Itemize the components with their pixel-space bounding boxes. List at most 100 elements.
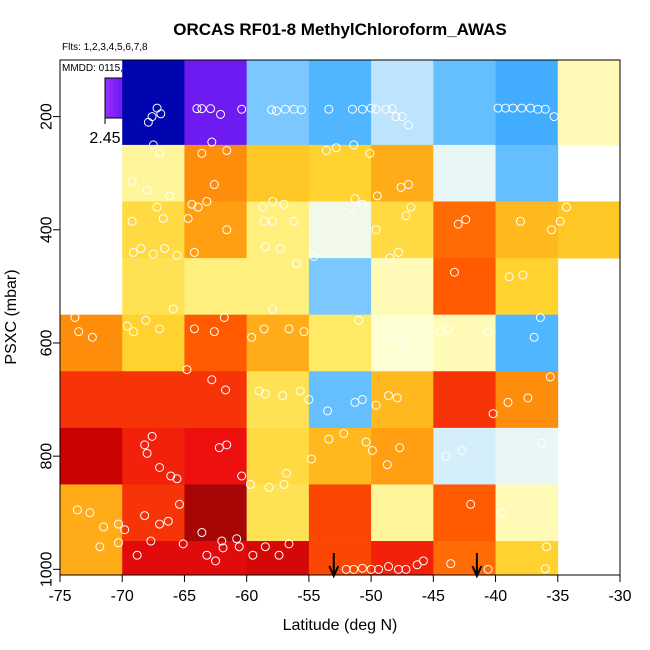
observation-point [385,253,395,263]
observation-point [192,104,202,114]
observation-point [449,267,459,277]
y-tick-label: 600 [39,330,56,357]
observation-point [260,542,270,552]
y-tick-label: 200 [39,103,56,130]
x-tick-label: -75 [48,588,71,605]
observation-point [349,140,359,150]
observation-point [120,525,130,535]
heatmap-cell [433,427,496,485]
observation-point [393,564,403,574]
observation-point [182,365,192,375]
observation-point [537,438,547,448]
heatmap-cell [495,144,559,202]
observation-point [281,468,291,478]
heatmap-cell [495,60,559,146]
heatmap-cell [308,258,372,316]
observation-point [508,103,518,113]
heatmap-cell [60,484,123,542]
observation-point [202,196,212,206]
observation-point [374,564,384,574]
observation-point [128,247,138,257]
heatmap-cell [122,201,185,259]
heatmap-cell [371,201,434,259]
observation-point [216,109,226,119]
observation-point [371,225,381,235]
heatmap-cell [308,60,372,146]
observation-point [296,105,306,115]
observation-point [143,117,153,127]
x-tick-label: -55 [297,588,320,605]
observation-point [372,191,382,201]
heatmap-cell [184,427,248,485]
observation-point [347,104,357,114]
observation-point [386,332,396,342]
observation-point [398,338,408,348]
observation-point [504,272,514,282]
observation-point [540,564,550,574]
colorbar-swatch [113,78,119,118]
observation-point [483,327,493,337]
observation-point [284,324,294,334]
observation-point [211,556,221,566]
observation-point [147,431,157,441]
observation-point [441,451,451,461]
observation-point [146,536,156,546]
x-tick-label: -60 [235,588,258,605]
heatmap-cell [122,60,185,146]
observation-point [549,112,559,122]
observation-point [160,243,170,253]
heatmap-cell [122,427,185,485]
y-tick-label: 400 [39,216,56,243]
x-tick-label: -40 [484,588,507,605]
x-tick-label: -70 [111,588,134,605]
observation-point [267,105,277,115]
heatmap-cell [433,144,496,202]
observation-point [99,522,109,532]
heatmap-cell [122,541,185,576]
observation-point [87,332,97,342]
latitude-markers [328,553,483,579]
colorbar-tick-label: 2.45 [89,130,120,147]
observation-point [156,109,166,119]
plot-frame [59,59,621,576]
heatmap-cell [246,427,310,485]
observation-point [382,460,392,470]
x-axis: -75 -70 -65 -60 -55 -50 -45 -40 -35 -30 [48,575,632,605]
observation-point [166,471,176,481]
heatmap-cell [60,541,123,576]
observation-point [361,437,371,447]
observation-point [155,148,165,158]
heatmap-cell [184,201,248,259]
observation-point [279,199,289,209]
observation-point [279,479,289,489]
observation-point [561,202,571,212]
observation-point [555,216,565,226]
observation-point [289,216,299,226]
observation-point [354,315,364,325]
observation-point [237,104,247,114]
observation-point [168,304,178,314]
observation-point [483,564,493,574]
observation-point [209,327,219,337]
observation-point [357,563,367,573]
observation-point [172,250,182,260]
observation-point [222,146,232,156]
heatmap-cell [371,484,434,542]
observation-point [197,148,207,158]
observation-point [518,270,528,280]
observation-point [248,550,258,560]
heatmap-cell [184,314,248,372]
heatmap-cell [246,541,310,576]
observation-point [148,249,158,259]
observation-point [391,112,401,122]
observation-point [221,385,231,395]
heatmap-cell [60,371,123,429]
observation-point [535,313,545,322]
observation-point [174,499,184,509]
observation-point [306,454,316,464]
x-tick-label: -50 [360,588,383,605]
observation-point [260,389,270,399]
heatmap-cell [308,484,372,542]
observation-point [202,550,212,560]
